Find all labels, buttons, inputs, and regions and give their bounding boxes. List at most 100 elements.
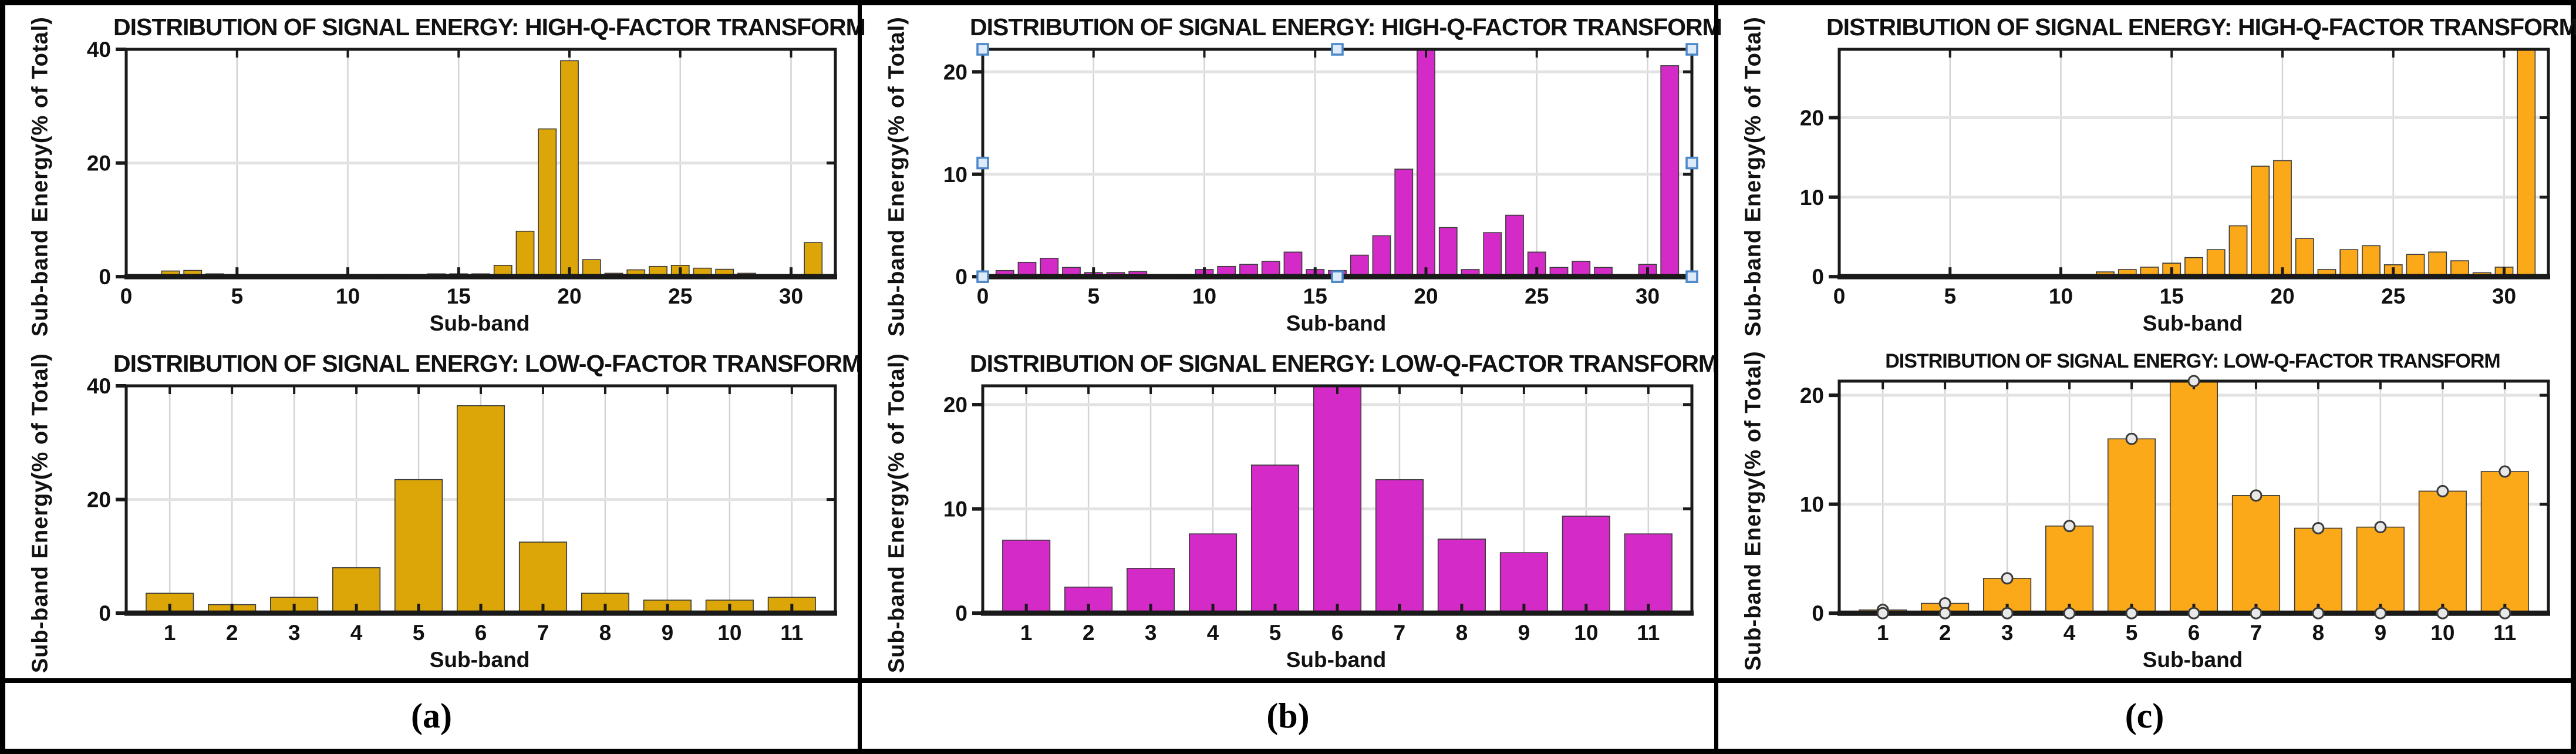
svg-text:7: 7: [2250, 621, 2263, 645]
svg-text:10: 10: [1800, 493, 1824, 517]
chart-title: DISTRIBUTION OF SIGNAL ENERGY: LOW-Q-FAC…: [970, 350, 1718, 377]
svg-text:7: 7: [1394, 621, 1406, 645]
svg-text:9: 9: [1518, 621, 1530, 645]
panel-labels-row: (a) (b) (c): [5, 678, 2571, 749]
svg-text:9: 9: [662, 621, 674, 645]
svg-text:25: 25: [1525, 284, 1549, 308]
svg-text:10: 10: [336, 284, 360, 308]
y-axis-label: Sub-band Energy (% of Total): [28, 352, 53, 674]
svg-text:0: 0: [1812, 601, 1824, 625]
svg-text:6: 6: [2188, 621, 2200, 645]
svg-text:5: 5: [231, 284, 243, 308]
svg-text:1: 1: [1020, 621, 1033, 645]
x-axis-label: Sub-band: [2142, 648, 2243, 672]
svg-text:5: 5: [413, 621, 425, 645]
svg-text:2: 2: [226, 621, 238, 645]
svg-text:25: 25: [668, 284, 692, 308]
svg-text:4: 4: [1207, 621, 1219, 645]
y-axis-label: Sub-band Energy (% of Total): [28, 16, 53, 337]
svg-text:0: 0: [99, 601, 111, 625]
svg-text:20: 20: [943, 393, 967, 417]
svg-text:1: 1: [1877, 621, 1889, 645]
svg-text:0: 0: [120, 284, 133, 308]
svg-text:20: 20: [1800, 106, 1824, 130]
panel-b-low-q-plot: 1 2 3 4 5 6 7 8 9 10 11 0 10 20: [943, 384, 1694, 645]
svg-text:15: 15: [1303, 284, 1327, 308]
svg-text:10: 10: [717, 621, 741, 645]
panel-label-b: (b): [858, 683, 1714, 749]
svg-text:0: 0: [977, 284, 989, 308]
panel-c: DISTRIBUTION OF SIGNAL ENERGY: HIGH-Q-FA…: [1714, 5, 2576, 678]
svg-text:5: 5: [2126, 621, 2138, 645]
svg-text:20: 20: [2270, 284, 2294, 308]
svg-text:11: 11: [2493, 621, 2516, 645]
panel-b-high-q-plot: 0 5 10 15 20 25 30 0 10 20: [943, 43, 1698, 308]
svg-text:5: 5: [1087, 284, 1100, 308]
svg-text:15: 15: [2160, 284, 2184, 308]
svg-text:20: 20: [1800, 383, 1824, 408]
chart-title: DISTRIBUTION OF SIGNAL ENERGY: HIGH-Q-FA…: [970, 14, 1722, 41]
svg-text:5: 5: [1269, 621, 1282, 645]
y-axis-label: Sub-band Energy (% of Total): [1741, 16, 1766, 337]
svg-text:7: 7: [537, 621, 549, 645]
panel-c-low-q-chart: DISTRIBUTION OF SIGNAL ENERGY: LOW-Q-FAC…: [1718, 342, 2571, 678]
svg-text:3: 3: [288, 621, 301, 645]
svg-text:10: 10: [1192, 284, 1216, 308]
panel-b-low-q-chart: DISTRIBUTION OF SIGNAL ENERGY: LOW-Q-FAC…: [862, 342, 1718, 678]
panel-a-high-q-chart: DISTRIBUTION OF SIGNAL ENERGY: HIGH-Q-FA…: [5, 5, 866, 342]
x-axis-label: Sub-band: [2142, 311, 2243, 336]
svg-text:6: 6: [1331, 621, 1344, 645]
svg-text:3: 3: [2001, 621, 2014, 645]
svg-text:8: 8: [1456, 621, 1468, 645]
panel-c-high-q-plot: 0 5 10 15 20 25 30 0 10 20: [1800, 48, 2550, 308]
x-axis-label: Sub-band: [1286, 311, 1387, 336]
panel-c-low-q-plot: 1 2 3 4 5 6 7 8 9 10 11 0 10 20: [1800, 375, 2550, 645]
svg-text:4: 4: [2064, 621, 2076, 645]
panel-a-low-q-chart: DISTRIBUTION OF SIGNAL ENERGY: LOW-Q-FAC…: [5, 342, 862, 678]
x-axis-label: Sub-band: [429, 311, 530, 336]
svg-text:25: 25: [2381, 284, 2405, 308]
y-axis-label: Sub-band Energy (% of Total): [1741, 350, 1766, 671]
svg-text:30: 30: [2492, 284, 2516, 308]
svg-text:0: 0: [1812, 265, 1824, 289]
svg-text:20: 20: [1414, 284, 1438, 308]
y-axis-label: Sub-band Energy (% of Total): [884, 352, 909, 674]
panel-a-low-q-plot: 1 2 3 4 5 6 7 8 9 10 11 0 20 40: [87, 378, 837, 645]
svg-text:20: 20: [87, 152, 111, 176]
panel-label-a: (a): [411, 696, 452, 735]
svg-text:40: 40: [87, 378, 111, 398]
chart-title: DISTRIBUTION OF SIGNAL ENERGY: LOW-Q-FAC…: [113, 350, 862, 377]
svg-text:0: 0: [955, 601, 967, 625]
chart-title: DISTRIBUTION OF SIGNAL ENERGY: HIGH-Q-FA…: [1826, 14, 2576, 41]
svg-text:6: 6: [475, 621, 487, 645]
chart-title: DISTRIBUTION OF SIGNAL ENERGY: LOW-Q-FAC…: [1885, 350, 2501, 372]
svg-text:1: 1: [164, 621, 176, 645]
svg-text:2: 2: [1939, 621, 1951, 645]
svg-text:40: 40: [87, 41, 111, 62]
svg-text:10: 10: [1800, 186, 1824, 210]
svg-text:9: 9: [2375, 621, 2387, 645]
panel-label-c: (c): [1714, 683, 2571, 749]
panel-a-high-q-plot: 0 5 10 15 20 25 30 0 20 40: [87, 41, 837, 308]
chart-title: DISTRIBUTION OF SIGNAL ENERGY: HIGH-Q-FA…: [113, 14, 866, 41]
svg-text:0: 0: [99, 265, 111, 289]
x-axis-label: Sub-band: [1286, 648, 1387, 672]
y-axis-label: Sub-band Energy (% of Total): [884, 16, 909, 337]
svg-text:20: 20: [557, 284, 581, 308]
svg-text:8: 8: [2312, 621, 2325, 645]
svg-text:0: 0: [955, 265, 967, 289]
x-axis-label: Sub-band: [429, 648, 530, 672]
svg-text:3: 3: [1145, 621, 1157, 645]
svg-text:20: 20: [943, 60, 967, 85]
svg-text:0: 0: [1833, 284, 1846, 308]
panel-b-high-q-chart: DISTRIBUTION OF SIGNAL ENERGY: HIGH-Q-FA…: [862, 5, 1722, 342]
svg-text:30: 30: [779, 284, 803, 308]
svg-text:10: 10: [2049, 284, 2073, 308]
svg-text:15: 15: [447, 284, 471, 308]
svg-text:11: 11: [780, 621, 803, 645]
panel-c-high-q-chart: DISTRIBUTION OF SIGNAL ENERGY: HIGH-Q-FA…: [1718, 5, 2576, 342]
svg-text:8: 8: [599, 621, 612, 645]
svg-text:30: 30: [1636, 284, 1660, 308]
svg-text:10: 10: [2430, 621, 2454, 645]
